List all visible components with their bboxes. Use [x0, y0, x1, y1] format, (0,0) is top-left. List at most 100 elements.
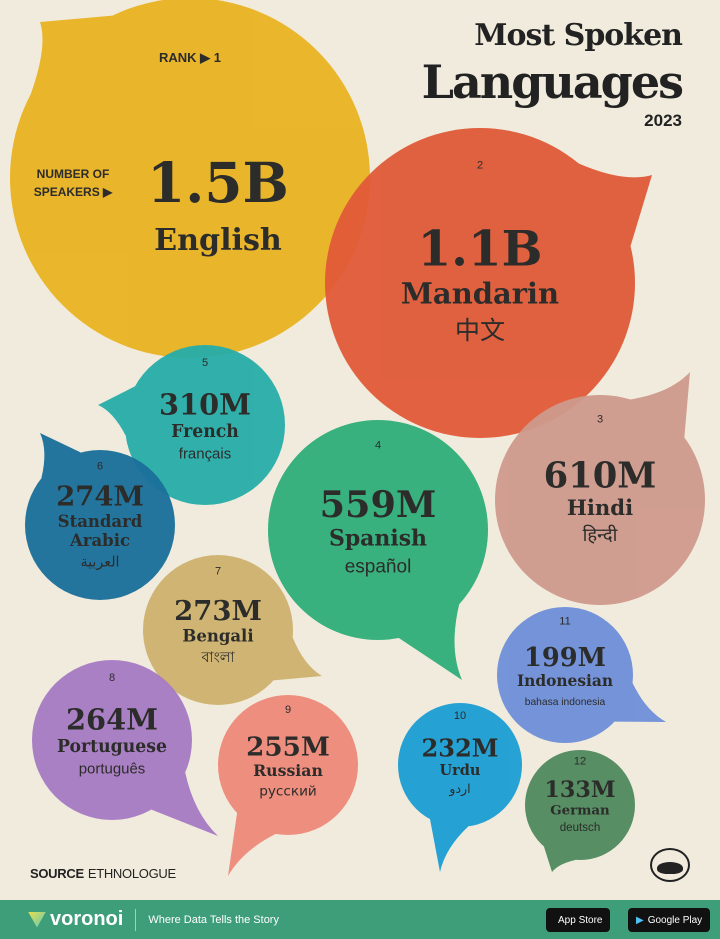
speech-tail [630, 372, 690, 438]
bubble-name: Russian [253, 761, 323, 780]
bubble-rank: 8 [109, 672, 115, 684]
bubble-native-name: português [79, 760, 146, 777]
bubble-value: 232M [421, 733, 498, 762]
bubble-rank: 4 [375, 440, 381, 452]
bubble-circle [268, 420, 488, 640]
speech-tail [430, 819, 469, 872]
bubble-value: 274M [56, 480, 144, 512]
bubble-english: RANK ▶ 1 NUMBER OF SPEAKERS ▶ 1.5B English [10, 0, 370, 358]
bubble-value: 199M [524, 643, 606, 673]
bubble-rank: 2 [477, 159, 483, 171]
mustache-icon [650, 848, 690, 882]
google-play-button[interactable]: ▶ Google Play [628, 908, 711, 932]
bubble-native-name: اردو [448, 781, 470, 797]
bubble-name: Indonesian [517, 672, 613, 690]
bubble-chart: RANK ▶ 1 NUMBER OF SPEAKERS ▶ 1.5B English 2 1… [10, 0, 705, 876]
bubble-circle [325, 128, 635, 438]
bubble-rank: 9 [285, 704, 291, 716]
speech-tail [398, 604, 462, 680]
bubble-circle [497, 607, 633, 743]
voronoi-logo-icon [28, 911, 46, 928]
title-line1: Most Spoken [474, 18, 683, 53]
bubble-name: Portuguese [57, 737, 167, 757]
bubble-rank: 11 [559, 616, 570, 628]
bubble-name: Hindi [567, 495, 633, 520]
rank-label: RANK ▶ 1 [159, 50, 221, 65]
bubble-value: 610M [544, 455, 657, 496]
bubble-name: Mandarin [401, 276, 559, 310]
tagline: Where Data Tells the Story [148, 913, 279, 926]
chart-title: Most Spoken Languages 2023 [421, 18, 684, 132]
bubble-value: 310M [159, 388, 251, 422]
bubble-native-name: русский [259, 783, 317, 799]
bubble-rank: 3 [597, 413, 603, 425]
bubble-name: Standard [58, 512, 143, 531]
speakers-label: SPEAKERS ▶ [34, 185, 113, 199]
bubble-value: 255M [246, 732, 330, 763]
speakers-label: NUMBER OF [37, 167, 110, 181]
bubble-circle [143, 555, 293, 705]
bubble-name: Spanish [329, 525, 427, 551]
bubble-value: 1.1B [418, 222, 543, 278]
bubble-circle [495, 395, 705, 605]
bubble-rank: 5 [202, 357, 208, 369]
bubble-circle [32, 660, 192, 820]
bubble-value: 273M [174, 595, 262, 627]
bubble-name: Urdu [440, 762, 481, 779]
bubble-name: Arabic [69, 531, 130, 550]
bubble-rank: 10 [454, 710, 466, 722]
bubble-value: 264M [66, 703, 158, 737]
bubble-native-name: deutsch [560, 822, 601, 834]
bubble-circle [525, 750, 635, 860]
bubble-circle [218, 695, 358, 835]
bubble-value: 133M [544, 777, 615, 803]
bubble-rank: 7 [215, 566, 221, 578]
speech-tail [614, 682, 666, 722]
bubble-rank: 6 [97, 461, 103, 473]
speech-tail [543, 846, 576, 872]
speech-tail [151, 772, 218, 836]
voronoi-logo[interactable]: voronoi [28, 908, 123, 931]
bubble-native-name: español [345, 556, 412, 577]
title-year: 2023 [644, 111, 682, 130]
bubble-native-name: বাংলা [200, 650, 235, 666]
bubble-circle [398, 703, 522, 827]
source-note: SOURCE ETHNOLOGUE [30, 866, 176, 881]
bubble-circle [10, 0, 370, 358]
bubble-name: Bengali [182, 627, 253, 646]
source-value: ETHNOLOGUE [87, 866, 176, 881]
app-store-button[interactable]: App Store [546, 908, 611, 932]
bubble-name: French [171, 422, 239, 442]
title-line2: Languages [421, 55, 684, 109]
bubble-native-name: العربية [80, 555, 119, 571]
bubble-circle [125, 345, 285, 505]
bubble-circle [25, 450, 175, 600]
speech-tail [273, 637, 322, 681]
bubble-name: German [550, 802, 610, 818]
footer-bar: voronoi Where Data Tells the Story App S… [0, 900, 720, 939]
bubble-name: English [154, 223, 282, 258]
bubble-rank: 12 [574, 755, 586, 767]
bubble-native-name: हिन्दी [583, 524, 619, 546]
bubble-value: 1.5B [147, 151, 289, 215]
bubble-native-name: français [179, 445, 231, 462]
bubble-value: 559M [320, 483, 437, 526]
brand-name: voronoi [50, 908, 124, 930]
bubble-native-name: bahasa indonesia [525, 697, 606, 708]
speech-tail [40, 433, 81, 479]
divider [135, 908, 137, 931]
bubble-native-name: 中文 [455, 316, 505, 345]
play-icon: ▶ [636, 914, 644, 926]
source-label: SOURCE [30, 866, 84, 881]
